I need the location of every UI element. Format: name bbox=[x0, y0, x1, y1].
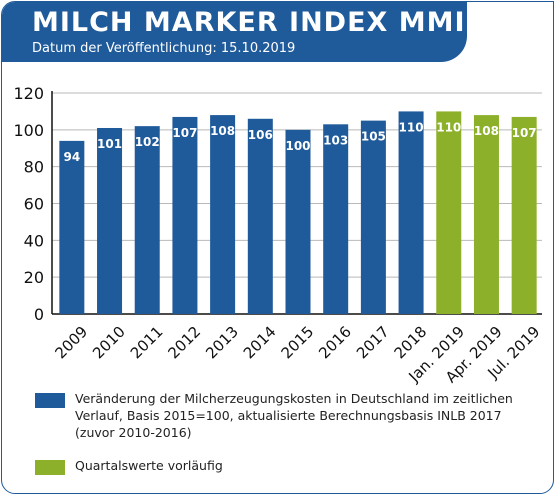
bar bbox=[172, 116, 198, 314]
bar bbox=[511, 116, 537, 314]
bar bbox=[436, 111, 462, 315]
bar-value-label: 103 bbox=[323, 133, 348, 147]
bar-value-label: 107 bbox=[512, 126, 537, 140]
legend-item-quarterly: Quartalswerte vorläufig bbox=[35, 457, 525, 475]
x-tick-label: 2009 bbox=[51, 323, 91, 363]
bar bbox=[398, 111, 424, 315]
y-tick-label: 0 bbox=[34, 305, 44, 324]
bar bbox=[247, 118, 273, 315]
bar-value-label: 105 bbox=[361, 130, 386, 144]
x-tick-label: 2014 bbox=[240, 323, 280, 363]
bar-value-label: 102 bbox=[135, 135, 160, 149]
bar-value-label: 107 bbox=[172, 126, 197, 140]
x-tick-label: 2013 bbox=[202, 323, 242, 363]
bar bbox=[473, 115, 499, 314]
y-tick-label: 100 bbox=[13, 121, 44, 140]
x-tick-label: 2015 bbox=[278, 323, 318, 363]
chart-title: MILCH MARKER INDEX MMI bbox=[32, 7, 466, 38]
bar-value-label: 108 bbox=[210, 124, 235, 138]
x-tick-label: 2016 bbox=[315, 323, 355, 363]
y-tick-label: 40 bbox=[24, 231, 44, 250]
bar-value-label: 110 bbox=[436, 120, 461, 134]
legend-swatch-blue bbox=[35, 393, 65, 408]
bar bbox=[323, 124, 349, 314]
bar bbox=[134, 126, 160, 315]
bar bbox=[59, 140, 85, 314]
legend-swatch-green bbox=[35, 460, 65, 475]
x-tick-label: 2010 bbox=[89, 323, 129, 363]
bar-value-label: 110 bbox=[399, 120, 424, 134]
bar-value-label: 101 bbox=[97, 137, 122, 151]
x-tick-label: 2011 bbox=[127, 323, 167, 363]
y-tick-label: 120 bbox=[13, 84, 44, 103]
bar bbox=[210, 115, 236, 314]
bar-value-label: 100 bbox=[285, 139, 310, 153]
legend-label-quarterly: Quartalswerte vorläufig bbox=[75, 458, 223, 473]
bar bbox=[97, 127, 123, 314]
legend-item-actual: Veränderung der Milcherzeugungskosten in… bbox=[35, 390, 525, 441]
publication-date: Datum der Veröffentlichung: 15.10.2019 bbox=[32, 41, 296, 56]
legend-label-actual: Veränderung der Milcherzeugungskosten in… bbox=[75, 391, 513, 440]
header-banner: MILCH MARKER INDEX MMI Datum der Veröffe… bbox=[2, 2, 467, 62]
bar-value-label: 106 bbox=[248, 128, 273, 142]
y-tick-label: 20 bbox=[24, 268, 44, 287]
y-tick-label: 80 bbox=[24, 158, 44, 177]
bar bbox=[360, 120, 386, 314]
bar-value-label: 94 bbox=[63, 150, 80, 164]
x-tick-label: 2017 bbox=[353, 323, 393, 363]
bar-value-label: 108 bbox=[474, 124, 499, 138]
bar bbox=[285, 129, 311, 314]
x-tick-label: 2012 bbox=[165, 323, 205, 363]
y-tick-label: 60 bbox=[24, 195, 44, 214]
